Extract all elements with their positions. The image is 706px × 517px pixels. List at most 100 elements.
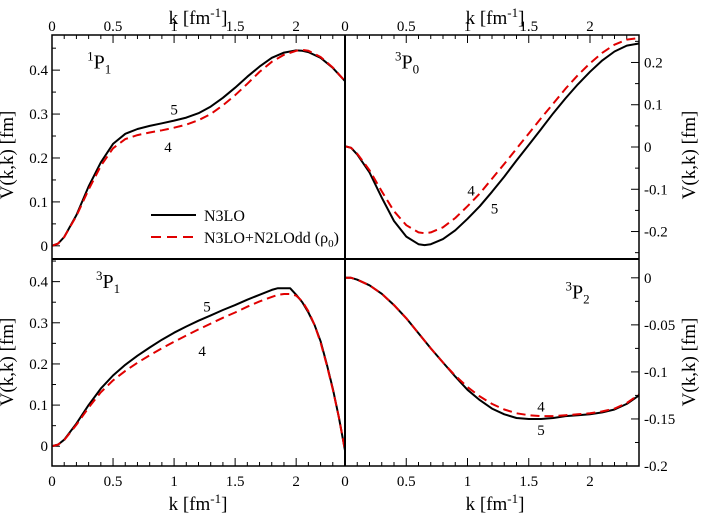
xtick-label: 1.5 bbox=[226, 474, 245, 490]
xtick-label: 0 bbox=[341, 19, 349, 35]
ytick-label: 0 bbox=[41, 239, 49, 255]
annotation-4: 4 bbox=[164, 140, 172, 156]
annotation-5: 5 bbox=[170, 103, 178, 119]
annotation-4: 4 bbox=[198, 344, 206, 360]
xtick-label: 1.5 bbox=[519, 19, 538, 35]
annotation-4: 4 bbox=[537, 400, 545, 416]
top-xlabel-close: ] bbox=[221, 8, 227, 29]
xtick-label: 1 bbox=[170, 474, 178, 490]
annotation-5: 5 bbox=[491, 201, 499, 217]
xtick-label: 0.5 bbox=[104, 474, 123, 490]
ytick-label: 0.2 bbox=[644, 55, 663, 71]
ytick-label: -0.1 bbox=[644, 365, 668, 381]
xtick-label: 2 bbox=[586, 19, 594, 35]
legend-label-rho-sub: 0 bbox=[328, 238, 334, 250]
panel-label-3P0: 3P0 bbox=[395, 49, 419, 77]
series-n3lo-3P0 bbox=[345, 42, 639, 247]
legend-label-n3lo-n2lodd: N3LO+N2LOdd (ρ0) bbox=[204, 230, 339, 250]
bottom-xlabel-main: k [fm bbox=[169, 494, 211, 515]
panel-label-1P1: 1P1 bbox=[87, 49, 111, 77]
panel-label-sup: 3 bbox=[96, 268, 103, 283]
bottom-xlabel: k [fm-1] bbox=[169, 491, 228, 515]
ytick-label: -0.2 bbox=[644, 225, 668, 241]
top-xlabel: k [fm-1] bbox=[169, 5, 228, 29]
xtick-label: 0.5 bbox=[104, 19, 123, 35]
xtick-label: 1 bbox=[464, 474, 472, 490]
annotation-5: 5 bbox=[537, 423, 545, 439]
ylabel-top-right: V(k,k) [fm] bbox=[679, 111, 700, 200]
panel-label-sub: 0 bbox=[413, 62, 420, 77]
xtick-label: 1.5 bbox=[226, 19, 245, 35]
top-right-xlabel-close: ] bbox=[518, 8, 524, 29]
series-group bbox=[52, 287, 345, 451]
series-n3lo-3P1 bbox=[52, 287, 345, 451]
series-n3lo-n2lodd-3P1 bbox=[52, 293, 345, 451]
annotation-4: 4 bbox=[467, 184, 475, 200]
top-right-xlabel-sup: -1 bbox=[507, 5, 518, 20]
series-n3lo-1P1 bbox=[52, 49, 345, 247]
legend-label-rho: ρ bbox=[320, 230, 328, 247]
top-xlabel-main: k [fm bbox=[169, 8, 211, 29]
top-right-xlabel-main: k [fm bbox=[466, 8, 508, 29]
legend-label-close: ) bbox=[334, 230, 339, 247]
ytick-label: 0.4 bbox=[29, 63, 48, 79]
panel-label-sub: 1 bbox=[105, 62, 112, 77]
ytick-label: -0.05 bbox=[644, 318, 675, 334]
annotation-5: 5 bbox=[203, 299, 211, 315]
bottom-right-xlabel: k [fm-1] bbox=[466, 491, 525, 515]
ytick-label: 0.3 bbox=[29, 107, 48, 123]
xtick-label: 2 bbox=[586, 474, 594, 490]
panel-label-sub: 1 bbox=[114, 281, 121, 296]
top-right-xlabel: k [fm-1] bbox=[466, 5, 525, 29]
ytick-label: -0.2 bbox=[644, 459, 668, 475]
xtick-label: 0 bbox=[341, 474, 349, 490]
bottom-right-xlabel-main: k [fm bbox=[466, 494, 508, 515]
panel-label-sub: 2 bbox=[583, 291, 590, 306]
xtick-label: 0 bbox=[48, 474, 56, 490]
xtick-label: 0.5 bbox=[397, 19, 416, 35]
ytick-label: 0.1 bbox=[29, 195, 48, 211]
panel-label-sup: 3 bbox=[566, 278, 573, 293]
legend-label-n3lo: N3LO bbox=[204, 208, 245, 225]
legend: N3LO N3LO+N2LOdd (ρ0) bbox=[151, 208, 339, 250]
panel-3P0: 0 0.5 1 1.5 2 -0.2 -0.1 0 0.1 0.2 45 3P0 bbox=[341, 19, 668, 254]
ytick-label: 0.3 bbox=[29, 316, 48, 332]
ylabel-bottom-right: V(k,k) [fm] bbox=[679, 318, 700, 407]
top-xlabel-sup: -1 bbox=[210, 5, 221, 20]
series-n3lo-3P2 bbox=[345, 276, 639, 420]
ytick-label: 0.2 bbox=[29, 151, 48, 167]
ylabel-top-left: V(k,k) [fm] bbox=[0, 111, 18, 200]
xtick-label: 1 bbox=[464, 19, 472, 35]
series-n3lo-n2lodd-1P1 bbox=[52, 48, 345, 247]
series-group bbox=[345, 37, 639, 247]
series-n3lo-n2lodd-3P0 bbox=[345, 37, 639, 235]
series-group bbox=[345, 276, 639, 420]
ytick-label: -0.1 bbox=[644, 182, 668, 198]
ytick-label: 0.2 bbox=[29, 357, 48, 373]
ytick-label: 0.1 bbox=[644, 98, 663, 114]
panel-label-main: P bbox=[401, 52, 412, 74]
panel-label-3P1: 3P1 bbox=[96, 268, 120, 296]
series-group bbox=[52, 48, 345, 247]
xtick-label: 1.5 bbox=[519, 474, 538, 490]
xtick-label: 0 bbox=[48, 19, 56, 35]
xtick-label: 2 bbox=[292, 474, 300, 490]
xtick-label: 1 bbox=[170, 19, 178, 35]
panel-label-main: P bbox=[102, 271, 113, 293]
ytick-label: 0.1 bbox=[29, 398, 48, 414]
bottom-xlabel-sup: -1 bbox=[210, 491, 221, 506]
panel-label-main: P bbox=[572, 281, 583, 303]
series-n3lo-n2lodd-3P2 bbox=[345, 276, 639, 418]
panel-label-main: P bbox=[94, 52, 105, 74]
bottom-right-xlabel-close: ] bbox=[518, 494, 524, 515]
xtick-label: 0.5 bbox=[397, 474, 416, 490]
bottom-xlabel-close: ] bbox=[221, 494, 227, 515]
ytick-label: -0.15 bbox=[644, 412, 675, 428]
frame-group bbox=[51, 34, 640, 467]
panel-label-sup: 3 bbox=[395, 49, 402, 64]
